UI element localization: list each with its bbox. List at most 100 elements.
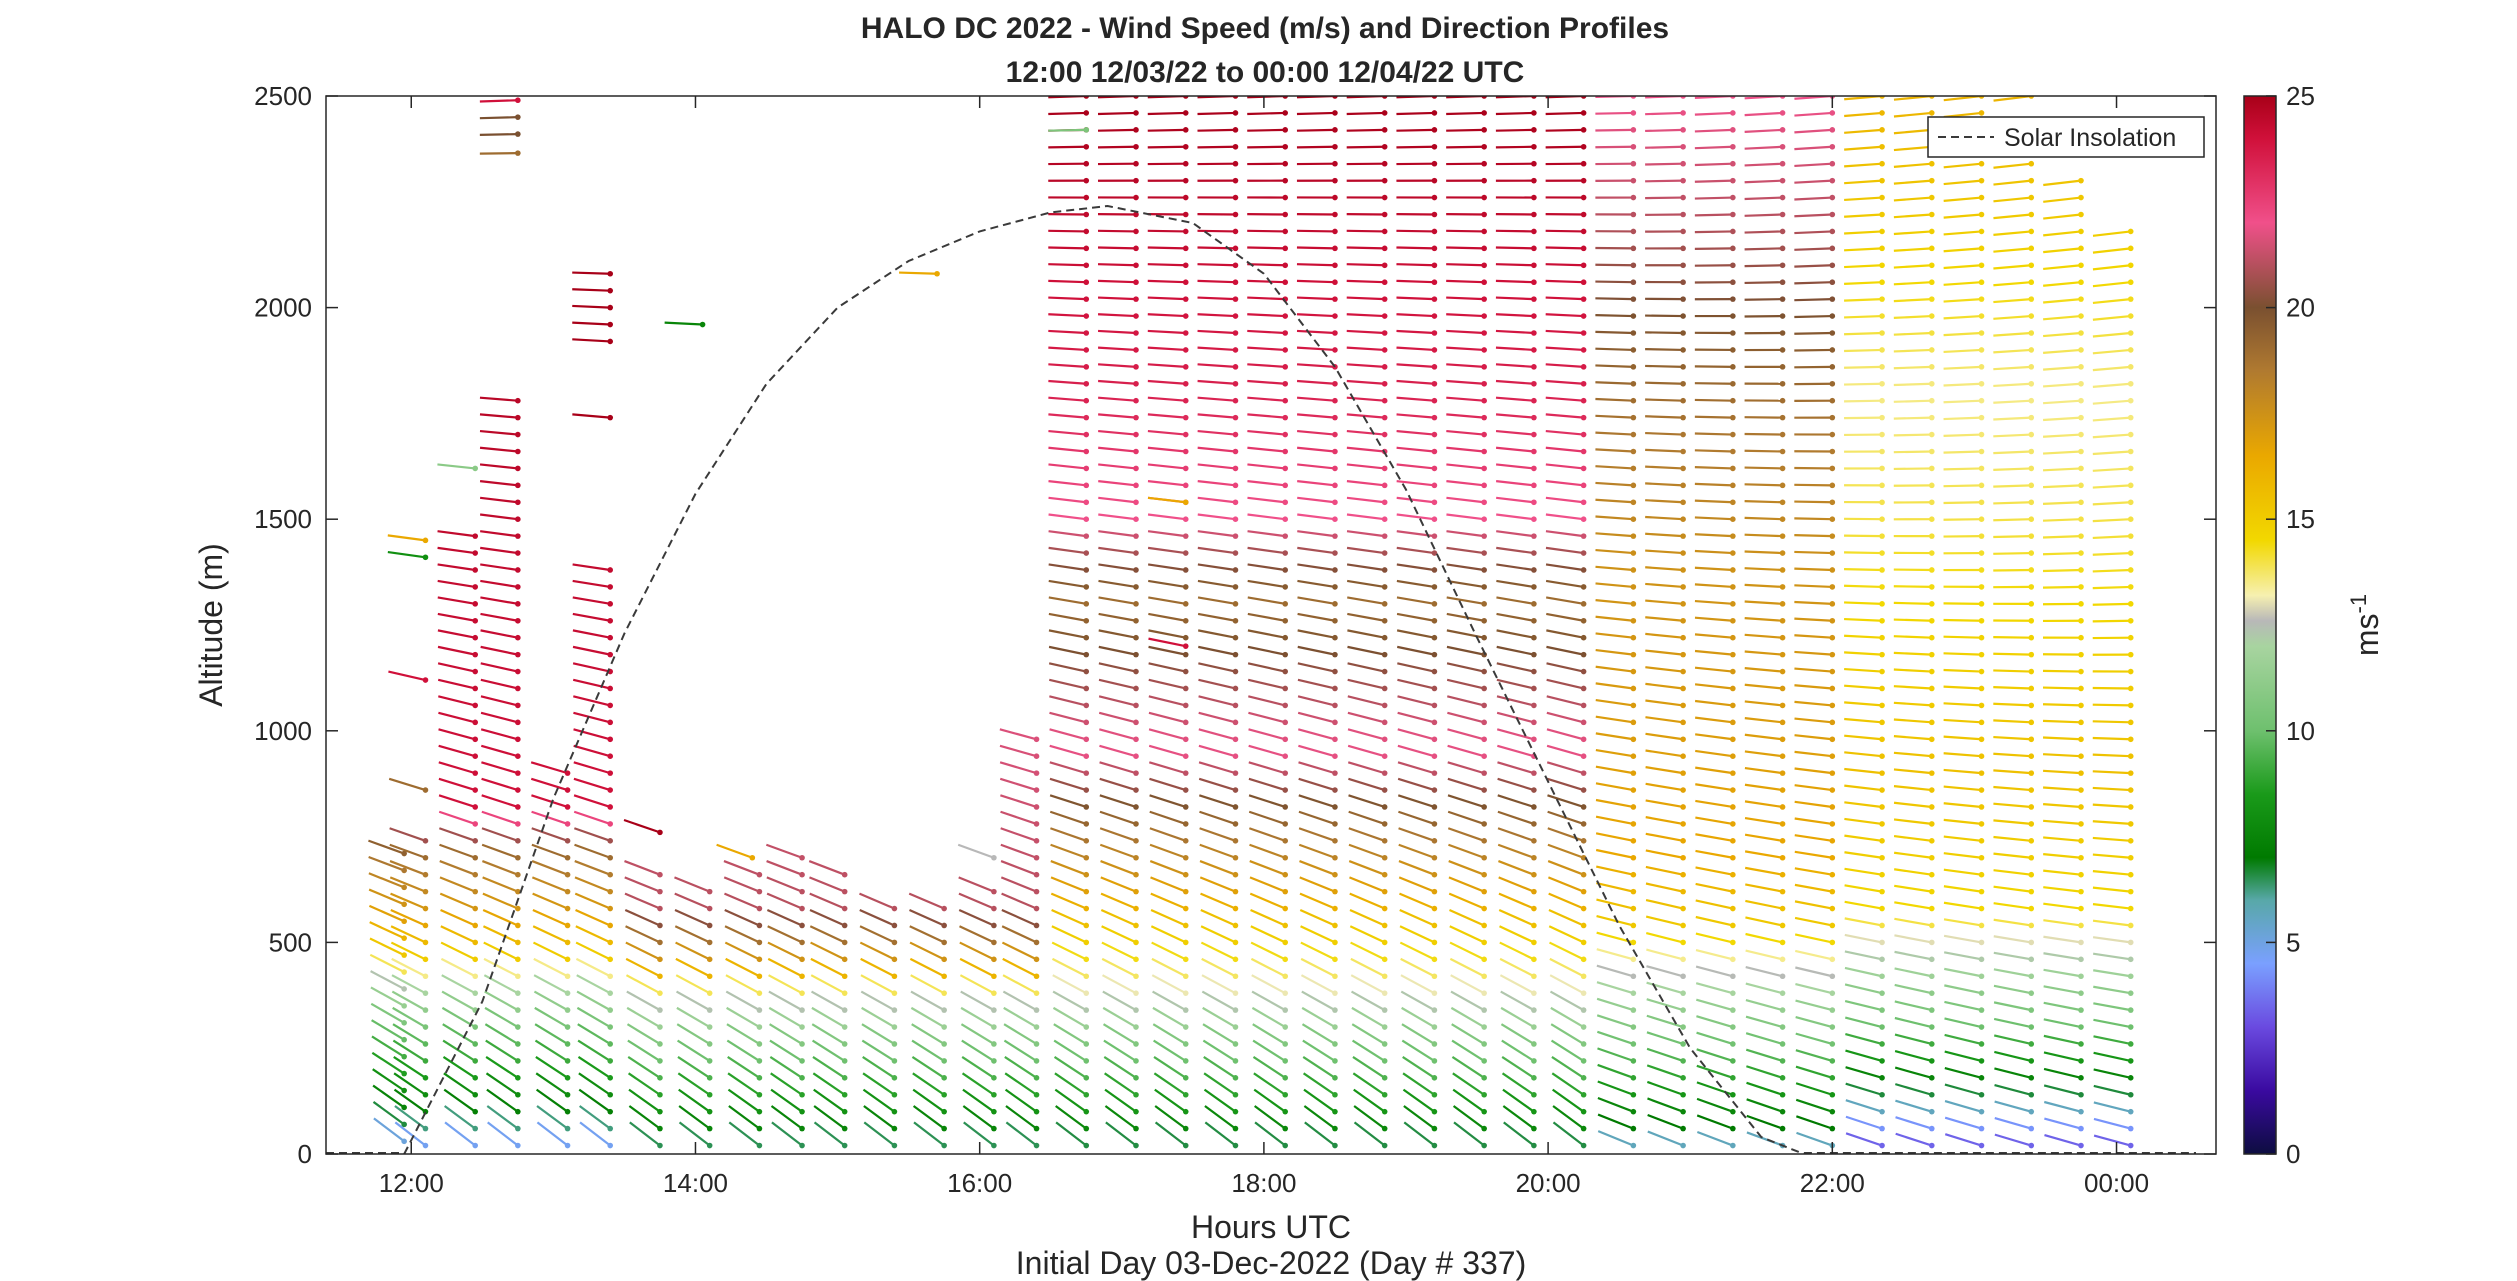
wind-barb — [2092, 651, 2134, 658]
wind-barb — [1795, 1016, 1836, 1030]
wind-barb — [1943, 634, 1985, 641]
wind-barb — [440, 908, 479, 929]
wind-barb — [1451, 1039, 1487, 1064]
wind-barb — [438, 794, 479, 810]
wind-barb — [1048, 245, 1090, 252]
wind-barb — [1546, 711, 1587, 726]
wind-barb — [576, 1006, 614, 1030]
wind-barb — [1994, 1117, 2035, 1132]
wind-barb — [628, 1088, 663, 1115]
wind-barb — [1048, 645, 1090, 658]
wind-barb — [1247, 127, 1289, 133]
wind-barb — [370, 986, 407, 1009]
wind-barb — [1545, 211, 1587, 218]
wind-barb — [1545, 413, 1587, 421]
wind-barb — [1197, 211, 1239, 218]
wind-barb — [393, 1056, 429, 1081]
wind-barb — [533, 974, 571, 996]
wind-barb — [1051, 908, 1090, 929]
wind-barb — [1346, 530, 1388, 539]
wind-barb — [1005, 1105, 1040, 1132]
wind-barb — [1545, 313, 1587, 319]
wind-barb — [1595, 798, 1637, 810]
wind-barb — [1446, 513, 1487, 522]
wind-barb — [1048, 313, 1090, 319]
wind-barb — [444, 1121, 479, 1149]
wind-barb — [1943, 617, 1985, 624]
wind-barb — [1944, 1116, 1985, 1132]
wind-barb — [2043, 228, 2084, 237]
wind-barb — [1247, 143, 1289, 150]
wind-barb — [1645, 882, 1686, 895]
wind-barb — [1595, 582, 1637, 590]
wind-barb — [1745, 1032, 1786, 1047]
wind-barb — [1545, 396, 1587, 404]
wind-barb — [368, 855, 407, 874]
wind-barb — [577, 1023, 614, 1047]
wind-barb — [1048, 463, 1090, 472]
wind-barb — [1844, 933, 1885, 946]
wind-barb — [1495, 211, 1537, 218]
wind-barb — [2092, 786, 2134, 793]
wind-barb — [481, 777, 521, 793]
wind-barb — [1645, 682, 1686, 692]
wind-barb — [1147, 313, 1189, 319]
wind-barb — [1645, 649, 1686, 658]
wind-barb — [1398, 876, 1438, 895]
wind-barb — [1447, 728, 1487, 743]
wind-barb — [2092, 465, 2134, 472]
wind-barb — [1595, 465, 1637, 472]
wind-barb — [1198, 662, 1239, 675]
wind-barb — [1397, 662, 1438, 675]
wind-barb — [387, 550, 429, 561]
wind-barb — [1844, 567, 1885, 573]
wind-barb — [1844, 465, 1885, 472]
wind-barb — [1844, 884, 1885, 895]
wind-barb — [1348, 810, 1388, 827]
wind-barb — [1097, 127, 1139, 133]
wind-barb — [1545, 596, 1587, 607]
wind-barb — [2092, 903, 2134, 912]
wind-barb — [1296, 262, 1338, 269]
wind-barb — [1794, 330, 1836, 336]
wind-barb — [1401, 1006, 1438, 1030]
wind-barb — [1794, 194, 1836, 201]
wind-barb — [579, 1121, 614, 1149]
wind-barb — [1993, 685, 2035, 692]
wind-barb — [1943, 735, 1985, 743]
wind-barb — [1893, 397, 1935, 404]
colorbar-label-base: ms — [2349, 613, 2385, 656]
wind-barb — [1297, 480, 1338, 489]
wind-barb — [1000, 810, 1040, 827]
wind-barb — [1844, 851, 1885, 861]
wind-barb — [810, 941, 848, 963]
wind-barb — [1004, 1088, 1040, 1115]
wind-barb — [1297, 463, 1338, 472]
wind-barb — [1098, 463, 1139, 472]
wind-barb — [1496, 496, 1537, 506]
y-axis-label: Altitude (m) — [193, 543, 229, 707]
wind-barb — [1943, 934, 1985, 946]
wind-barb — [1446, 279, 1487, 286]
wind-barb — [1353, 1088, 1388, 1115]
wind-barb — [1844, 262, 1885, 269]
wind-barb — [1148, 629, 1189, 641]
wind-barb — [1695, 833, 1736, 844]
plot-background — [326, 96, 2216, 1154]
wind-barb — [1396, 211, 1438, 218]
wind-barb — [1000, 843, 1040, 861]
wind-barb — [1794, 650, 1836, 658]
wind-barb — [1994, 1083, 2035, 1098]
wind-barb — [1893, 296, 1935, 303]
wind-barb — [1844, 900, 1885, 912]
wind-barb — [1993, 634, 2035, 641]
wind-barb — [1346, 480, 1388, 489]
wind-barb — [437, 662, 479, 675]
wind-barb — [1993, 177, 2035, 186]
wind-barb — [1694, 683, 1736, 692]
wind-barb — [1400, 990, 1438, 1013]
wind-barb — [1503, 1121, 1537, 1149]
wind-barb — [1844, 245, 1885, 252]
